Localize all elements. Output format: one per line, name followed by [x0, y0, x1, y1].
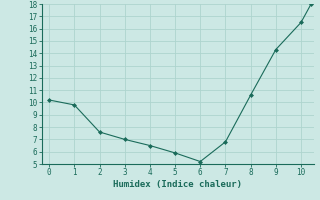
X-axis label: Humidex (Indice chaleur): Humidex (Indice chaleur) [113, 180, 242, 189]
